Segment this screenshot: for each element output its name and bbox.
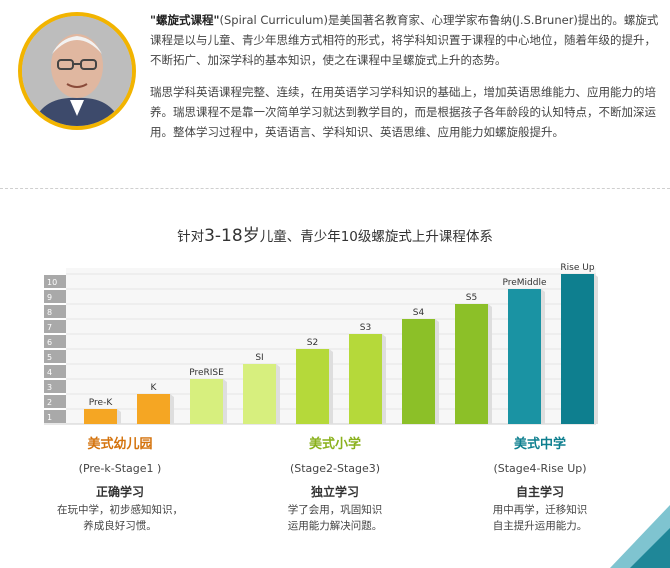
y-tick-label: 8 [47, 308, 52, 317]
portrait-image [22, 16, 132, 126]
y-tick-label: 10 [47, 278, 57, 287]
bar-shadow [276, 364, 280, 424]
bar-shadow [488, 304, 492, 424]
chart-title-prefix: 针对 [177, 229, 205, 245]
bar-si [243, 364, 276, 424]
bar-s3 [349, 334, 382, 424]
bar-label: PreRISE [189, 368, 224, 378]
group-desc-line: 养成良好习惯。 [83, 520, 157, 532]
y-tick-tab [44, 320, 66, 333]
group-stage: (Pre-k-Stage1 ) [78, 462, 162, 475]
intro-paragraph-2: 瑞思学科英语课程完整、连续，在用英语学习学科知识的基础上，增加英语思维能力、应用… [150, 85, 656, 139]
bar-label: Pre-K [89, 398, 114, 408]
group-name: 美式中学 [513, 437, 566, 452]
intro-section: "螺旋式课程"(Spiral Curriculum)是美国著名教育家、心理学家布… [0, 0, 670, 185]
bar-s2 [296, 349, 329, 424]
bar-label: S5 [466, 293, 477, 303]
bar-shadow [435, 319, 439, 424]
group-desc-line: 学了会用，巩固知识 [287, 504, 383, 516]
bar-shadow [117, 409, 121, 424]
bruner-portrait [18, 12, 136, 130]
y-tick-label: 2 [47, 398, 52, 407]
chart-title-age: 3-18岁 [204, 226, 260, 246]
group-desc-line: 用中再学，迁移知识 [492, 504, 588, 516]
y-tick-label: 3 [47, 383, 52, 392]
bar-shadow [541, 289, 545, 424]
bar-label: Rise Up [560, 263, 594, 273]
bar-premiddle [508, 289, 541, 424]
y-tick-label: 5 [47, 353, 52, 362]
bar-rise-up [561, 274, 594, 424]
y-tick-label: 9 [47, 293, 52, 302]
intro-term: "螺旋式课程" [150, 13, 220, 27]
y-tick-label: 6 [47, 338, 52, 347]
bar-label: PreMiddle [502, 278, 547, 288]
bar-prerise [190, 379, 223, 424]
group-name: 美式幼儿园 [87, 437, 153, 452]
group-name: 美式小学 [308, 437, 361, 452]
y-tick-tab [44, 365, 66, 378]
bar-shadow [223, 379, 227, 424]
group-primary-school: 美式小学 (Stage2-Stage3) 独立学习 学了会用，巩固知识 运用能力… [250, 433, 420, 534]
group-desc-line: 在玩中学，初步感知知识， [57, 504, 183, 516]
chart-title-suffix: 儿童、青少年10级螺旋式上升课程体系 [259, 229, 493, 245]
y-tick-tab [44, 395, 66, 408]
group-desc: 用中再学，迁移知识 自主提升运用能力。 [455, 502, 625, 534]
group-kindergarten: 美式幼儿园 (Pre-k-Stage1 ) 正确学习 在玩中学，初步感知知识， … [35, 433, 205, 534]
intro-text: "螺旋式课程"(Spiral Curriculum)是美国著名教育家、心理学家布… [150, 10, 662, 154]
group-middle-school: 美式中学 (Stage4-Rise Up) 自主学习 用中再学，迁移知识 自主提… [455, 433, 625, 534]
corner-decoration-inner [630, 528, 670, 568]
group-stage: (Stage2-Stage3) [289, 462, 381, 475]
group-desc: 学了会用，巩固知识 运用能力解决问题。 [250, 502, 420, 534]
y-tick-tab [44, 335, 66, 348]
bar-label: S2 [307, 338, 318, 348]
y-tick-tab [44, 380, 66, 393]
y-tick-label: 1 [47, 413, 52, 422]
bar-shadow [170, 394, 174, 424]
group-goal: 独立学习 [310, 485, 359, 499]
group-stage: (Stage4-Rise Up) [493, 462, 587, 475]
group-desc-line: 自主提升运用能力。 [492, 520, 588, 532]
bar-s4 [402, 319, 435, 424]
group-goal: 正确学习 [95, 485, 144, 499]
bar-label: S4 [413, 308, 425, 318]
intro-paragraph-1-text: (Spiral Curriculum)是美国著名教育家、心理学家布鲁纳(J.S.… [150, 13, 659, 67]
bar-k [137, 394, 170, 424]
y-tick-tab [44, 305, 66, 318]
bar-label: K [151, 383, 158, 393]
y-tick-tab [44, 275, 66, 288]
bar-label: S3 [360, 323, 371, 333]
bar-pre-k [84, 409, 117, 424]
chart-title: 针对3-18岁儿童、青少年10级螺旋式上升课程体系 [0, 221, 670, 246]
group-desc-line: 运用能力解决问题。 [287, 520, 383, 532]
dashed-divider [0, 188, 670, 189]
bar-shadow [382, 334, 386, 424]
y-tick-tab [44, 410, 66, 423]
y-tick-tab [44, 350, 66, 363]
intro-paragraph-1: "螺旋式课程"(Spiral Curriculum)是美国著名教育家、心理学家布… [150, 10, 662, 70]
y-tick-label: 4 [47, 368, 52, 377]
group-desc: 在玩中学，初步感知知识， 养成良好习惯。 [35, 502, 205, 534]
y-tick-label: 7 [47, 323, 52, 332]
bar-shadow [329, 349, 333, 424]
bar-s5 [455, 304, 488, 424]
group-goal: 自主学习 [515, 485, 564, 499]
y-tick-tab [44, 290, 66, 303]
bar-shadow [594, 274, 598, 424]
bar-label: SI [255, 353, 263, 363]
